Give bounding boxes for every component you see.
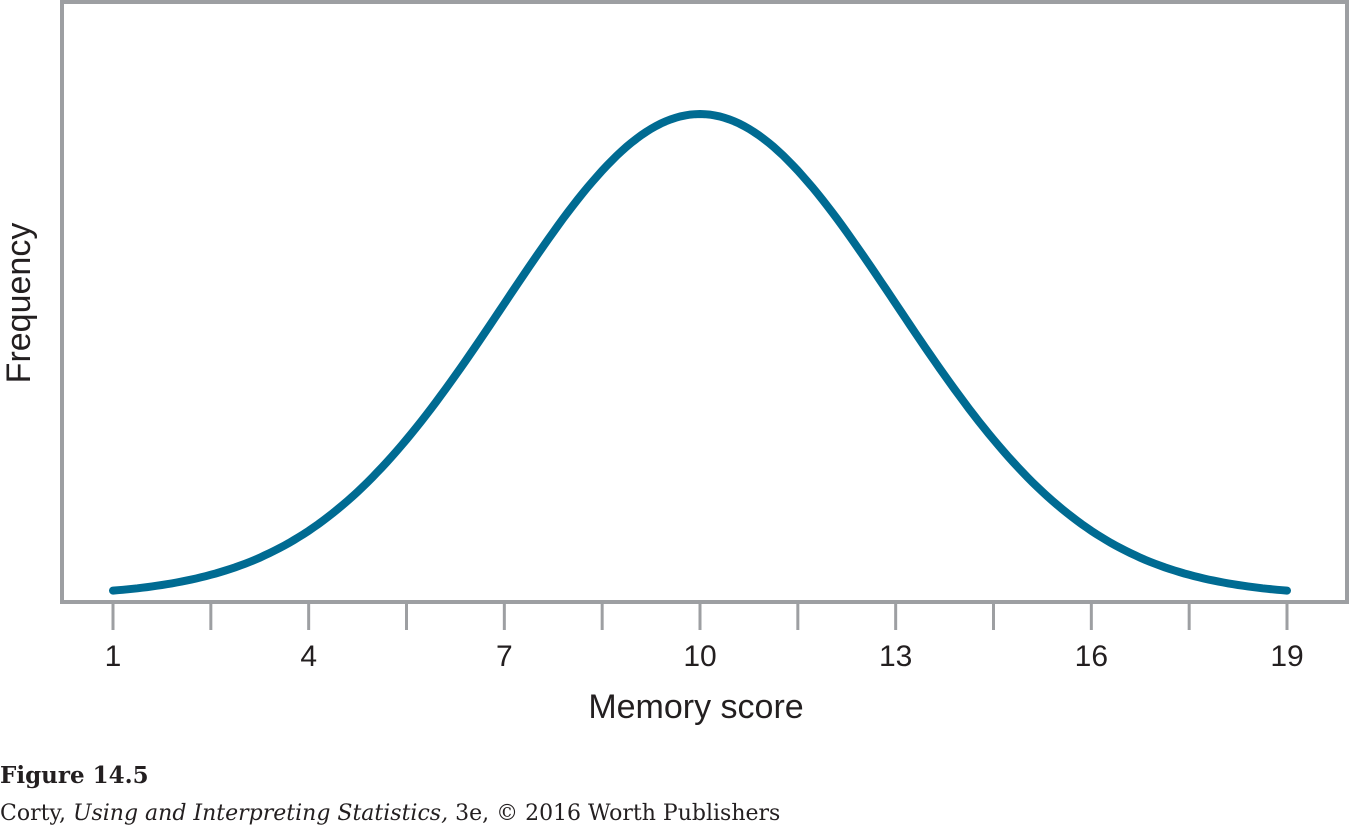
x-axis-tick-labels: 1 4 7 10 13 16 19 [105,640,1304,673]
plot-frame [60,0,1349,604]
figure-label: Figure 14.5 [0,762,149,789]
credit-author: Corty, [0,801,73,826]
credit-book-title: Using and Interpreting Statistics, [72,801,449,826]
x-axis-ticks [111,602,1289,630]
x-tick-label-16: 16 [1075,640,1108,673]
credit-edition-publisher: 3e, © 2016 Worth Publishers [448,801,781,826]
normal-distribution-curve [109,109,1291,595]
x-tick-label-13: 13 [879,640,912,673]
x-tick-label-4: 4 [300,640,317,673]
x-tick-label-19: 19 [1270,640,1303,673]
x-tick-label-10: 10 [683,640,716,673]
x-tick-label-1: 1 [105,640,122,673]
y-axis-title: Frequency [0,223,38,384]
figure-credit: Corty, Using and Interpreting Statistics… [0,801,780,826]
x-axis-title: Memory score [588,688,803,726]
x-tick-label-7: 7 [496,640,513,673]
